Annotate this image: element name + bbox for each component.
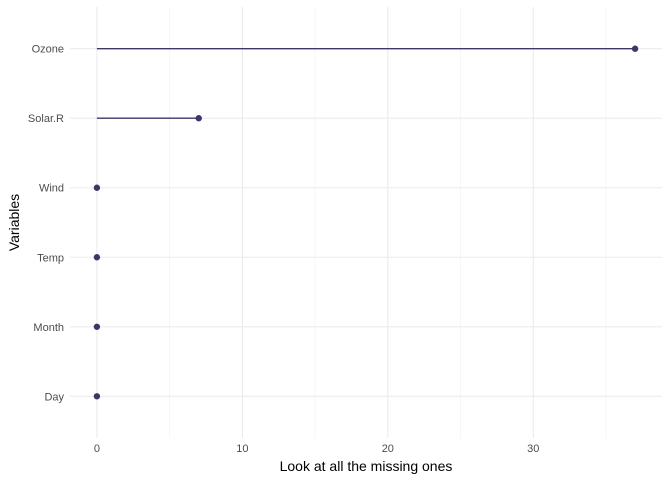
major-gridlines — [70, 7, 662, 438]
x-tick-labels: 0 10 20 30 — [94, 443, 540, 455]
y-tick-label: Month — [33, 322, 64, 334]
minor-gridlines — [169, 7, 607, 438]
y-tick-label: Wind — [39, 183, 64, 195]
x-tick-label: 0 — [94, 443, 100, 455]
y-tick-label: Temp — [37, 252, 64, 264]
lollipop-point — [631, 45, 639, 52]
y-tick-labels: Ozone Solar.R Wind Temp Month Day — [28, 44, 65, 404]
x-tick-label: 20 — [382, 443, 394, 455]
lollipop-point — [93, 323, 101, 330]
y-axis-title: Variables — [6, 194, 22, 251]
x-axis-title: Look at all the missing ones — [280, 458, 453, 474]
y-tick-label: Day — [44, 391, 64, 403]
y-tick-label: Solar.R — [28, 113, 64, 125]
y-tick-label: Ozone — [32, 44, 64, 56]
data-marks — [93, 45, 639, 400]
lollipop-point — [93, 254, 101, 261]
lollipop-point — [93, 393, 101, 400]
lollipop-point — [93, 184, 101, 191]
x-tick-label: 10 — [236, 443, 248, 455]
x-tick-label: 30 — [527, 443, 539, 455]
lollipop-point — [195, 115, 202, 122]
